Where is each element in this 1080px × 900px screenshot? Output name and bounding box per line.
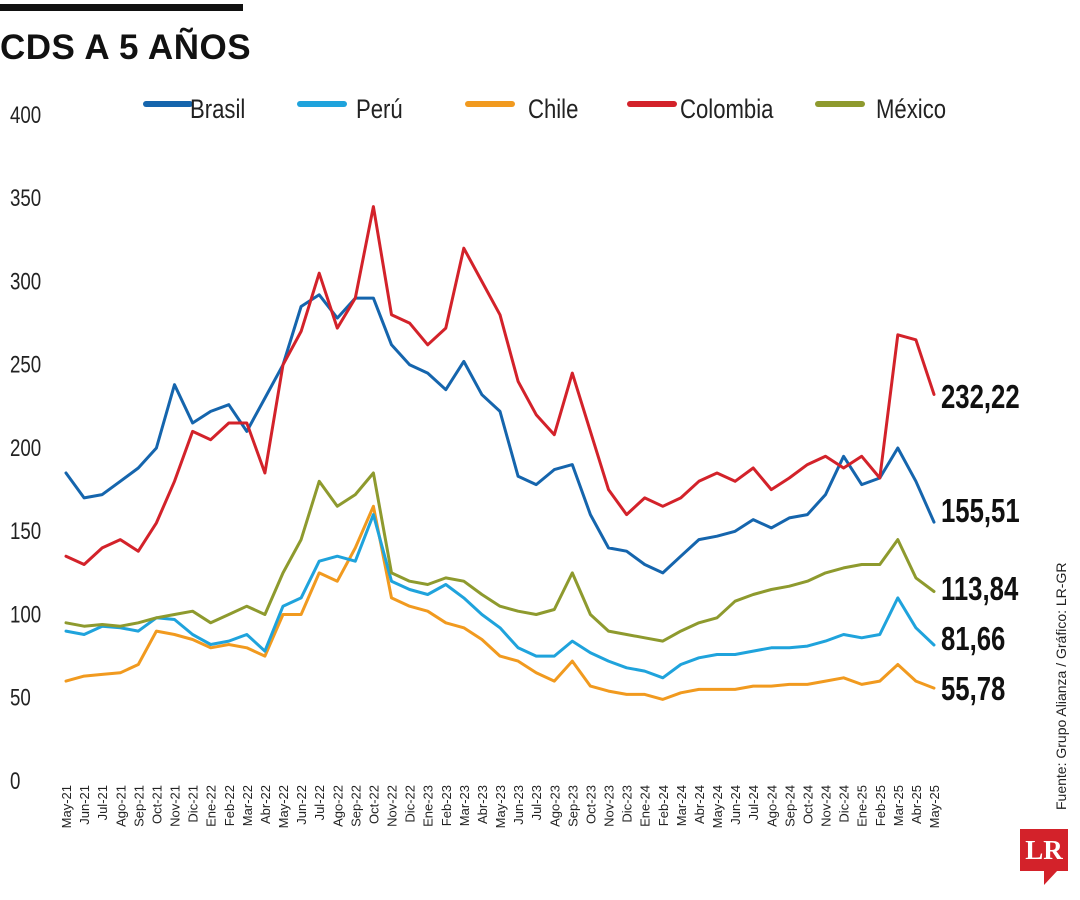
x-tick-label: Jul-24 bbox=[746, 785, 761, 820]
x-axis: May-21 Jun-21 Jul-21 Ago-21 Sep-21 Oct-21 Nov-… bbox=[59, 785, 942, 828]
x-tick-label: Feb-22 bbox=[222, 785, 237, 826]
x-tick-label: Jun-22 bbox=[294, 785, 309, 825]
x-tick-label: May-25 bbox=[927, 785, 942, 828]
y-tick-label: 150 bbox=[10, 518, 41, 545]
legend-label: México bbox=[876, 95, 946, 125]
page-title: CDS A 5 AÑOS bbox=[0, 28, 252, 67]
x-tick-label: May-24 bbox=[710, 785, 725, 828]
legend-label: Chile bbox=[528, 95, 578, 125]
y-tick-label: 100 bbox=[10, 601, 41, 628]
title-bar-decoration bbox=[0, 4, 243, 11]
x-tick-label: Jul-22 bbox=[312, 785, 327, 820]
x-tick-label: Feb-24 bbox=[656, 785, 671, 826]
x-tick-label: May-21 bbox=[59, 785, 74, 828]
x-tick-label: Jun-21 bbox=[77, 785, 92, 825]
x-tick-label: May-22 bbox=[276, 785, 291, 828]
legend-label: Colombia bbox=[680, 95, 774, 125]
end-value-labels: 155,51 81,66 55,78 232,22 113,84 bbox=[941, 379, 1020, 708]
x-tick-label: Mar-24 bbox=[674, 785, 689, 826]
series-line-chile bbox=[64, 504, 936, 701]
series-line-méxico bbox=[64, 471, 936, 643]
x-tick-label: Ago-23 bbox=[547, 785, 562, 827]
x-tick-label: Ago-21 bbox=[113, 785, 128, 827]
y-axis: 0 50 100 150 200 250 300 350 400 bbox=[10, 102, 41, 795]
x-tick-label: Jul-21 bbox=[95, 785, 110, 820]
legend-label: Perú bbox=[356, 95, 403, 125]
x-tick-label: Sep-21 bbox=[131, 785, 146, 827]
y-tick-label: 350 bbox=[10, 185, 41, 212]
x-tick-label: Mar-23 bbox=[457, 785, 472, 826]
lr-logo-tail bbox=[1044, 870, 1058, 885]
series-line-perú bbox=[64, 513, 936, 680]
y-tick-label: 300 bbox=[10, 268, 41, 295]
x-tick-label: Feb-25 bbox=[873, 785, 888, 826]
x-tick-label: May-23 bbox=[493, 785, 508, 828]
x-tick-label: Nov-21 bbox=[168, 785, 183, 827]
end-value-label: 113,84 bbox=[941, 571, 1019, 608]
x-tick-label: Ene-25 bbox=[855, 785, 870, 827]
y-tick-label: 200 bbox=[10, 435, 41, 462]
x-tick-label: Dic-23 bbox=[620, 785, 635, 823]
x-tick-label: Feb-23 bbox=[439, 785, 454, 826]
x-tick-label: Oct-23 bbox=[583, 785, 598, 824]
x-tick-label: Dic-22 bbox=[403, 785, 418, 823]
x-tick-label: Sep-23 bbox=[565, 785, 580, 827]
lr-logo: LR bbox=[1020, 829, 1068, 871]
x-tick-label: Abr-22 bbox=[258, 785, 273, 824]
x-tick-label: Jul-23 bbox=[529, 785, 544, 820]
x-tick-label: Dic-24 bbox=[837, 785, 852, 823]
x-tick-label: Ene-23 bbox=[421, 785, 436, 827]
x-tick-label: Nov-22 bbox=[385, 785, 400, 827]
end-value-label: 155,51 bbox=[941, 493, 1020, 530]
y-tick-label: 400 bbox=[10, 102, 41, 129]
end-value-label: 81,66 bbox=[941, 621, 1005, 658]
x-tick-label: Oct-21 bbox=[149, 785, 164, 824]
x-tick-label: Oct-22 bbox=[366, 785, 381, 824]
x-tick-label: Sep-24 bbox=[782, 785, 797, 827]
x-tick-label: Oct-24 bbox=[800, 785, 815, 824]
y-tick-label: 0 bbox=[10, 768, 20, 795]
x-tick-label: Mar-22 bbox=[240, 785, 255, 826]
legend: Brasil Perú Chile Colombia México bbox=[143, 95, 946, 125]
x-tick-label: Dic-21 bbox=[186, 785, 201, 823]
x-tick-label: Mar-25 bbox=[891, 785, 906, 826]
end-value-label: 55,78 bbox=[941, 671, 1005, 708]
x-tick-label: Nov-23 bbox=[602, 785, 617, 827]
x-tick-label: Ago-22 bbox=[330, 785, 345, 827]
x-tick-label: Abr-24 bbox=[692, 785, 707, 824]
x-tick-label: Ene-22 bbox=[204, 785, 219, 827]
x-tick-label: Jun-24 bbox=[728, 785, 743, 825]
series-line-colombia bbox=[64, 205, 936, 566]
y-tick-label: 250 bbox=[10, 352, 41, 379]
x-tick-label: Abr-23 bbox=[475, 785, 490, 824]
x-tick-label: Sep-22 bbox=[348, 785, 363, 827]
x-tick-label: Jun-23 bbox=[511, 785, 526, 825]
y-tick-label: 50 bbox=[10, 685, 31, 712]
x-tick-label: Abr-25 bbox=[909, 785, 924, 824]
source-credit: Fuente: Grupo Alianza / Gráfico: LR-GR bbox=[1053, 562, 1069, 810]
legend-label: Brasil bbox=[190, 95, 245, 125]
series-lines bbox=[64, 205, 936, 701]
x-tick-label: Nov-24 bbox=[819, 785, 834, 827]
x-tick-label: Ene-24 bbox=[638, 785, 653, 827]
end-value-label: 232,22 bbox=[941, 379, 1020, 416]
series-line-brasil bbox=[64, 293, 936, 575]
x-tick-label: Ago-24 bbox=[764, 785, 779, 827]
